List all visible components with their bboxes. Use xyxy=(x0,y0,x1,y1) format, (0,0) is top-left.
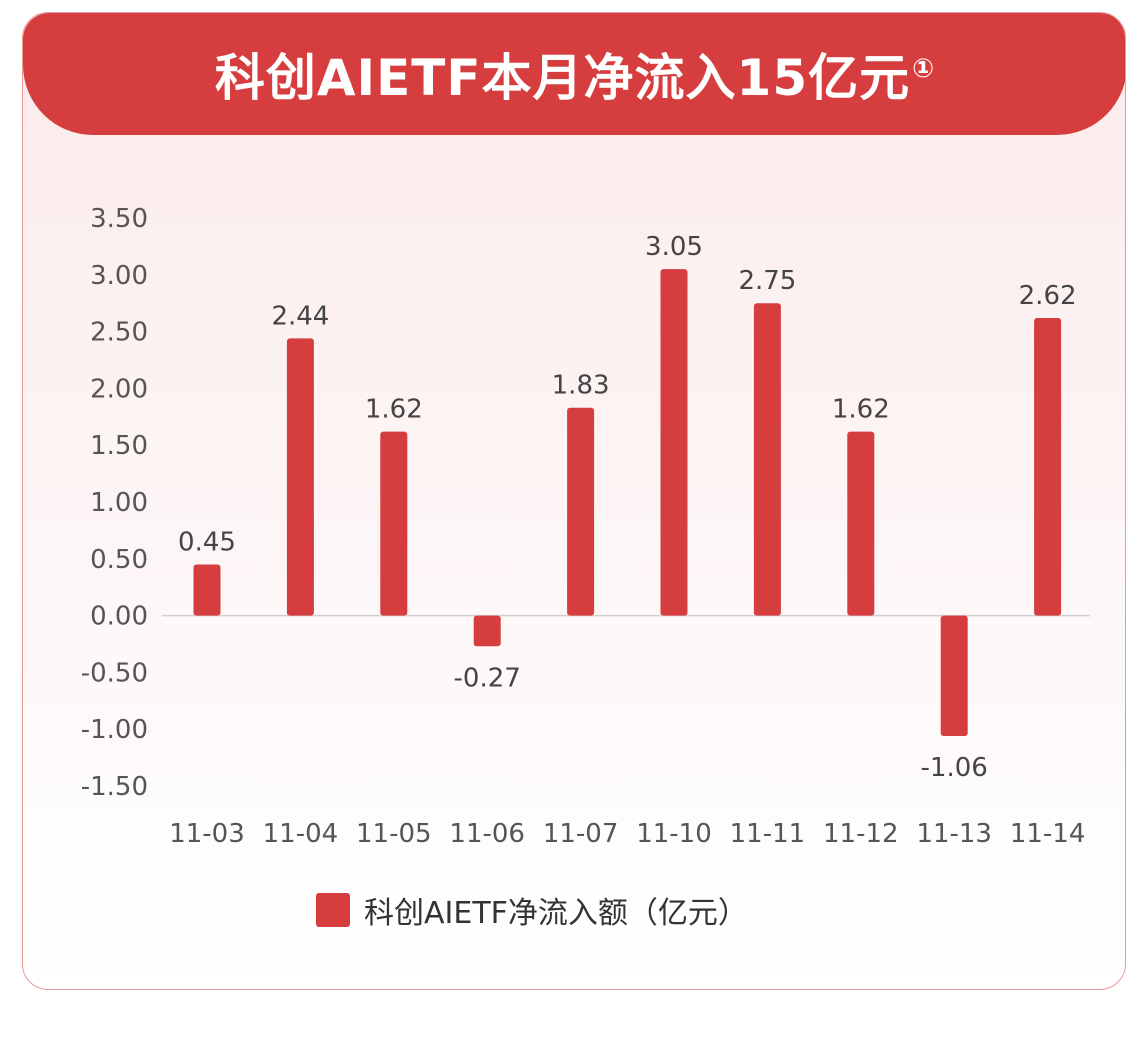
data-labels: 0.45 2.44 1.62 -0.27 1.83 3.05 2.75 1.62 -1.06 2.… xyxy=(178,232,1076,783)
x-tick-label: 11-11 xyxy=(730,819,806,849)
bar-value-label: -1.06 xyxy=(921,753,988,783)
bar-value-label: 2.75 xyxy=(738,266,796,296)
title-banner: 科创AIETF本月净流入15亿元① xyxy=(23,13,1125,135)
footnote-mark: ① xyxy=(912,54,936,85)
y-tick-label: 1.50 xyxy=(90,431,148,461)
bar-value-label: -0.27 xyxy=(454,663,521,693)
y-tick-label: -1.00 xyxy=(81,715,148,745)
bar xyxy=(940,615,968,737)
x-tick-label: 11-14 xyxy=(1010,819,1086,849)
legend-swatch xyxy=(316,893,350,927)
bar xyxy=(193,564,221,616)
page-title: 科创AIETF本月净流入15亿元① xyxy=(214,49,936,107)
bar xyxy=(286,338,314,616)
y-tick-label: 2.50 xyxy=(90,318,148,348)
bar-value-label: 1.62 xyxy=(832,395,890,425)
x-tick-label: 11-12 xyxy=(823,819,899,849)
legend-label: 科创AIETF净流入额（亿元） xyxy=(364,896,748,931)
x-tick-label: 11-13 xyxy=(916,819,992,849)
bar xyxy=(660,269,688,616)
bar-value-label: 1.83 xyxy=(552,371,610,401)
bar-value-label: 0.45 xyxy=(178,527,236,557)
y-tick-label: -0.50 xyxy=(81,658,148,688)
y-axis: 3.50 3.00 2.50 2.00 1.50 1.00 0.50 0.00 -0.50 -1.… xyxy=(81,204,148,802)
x-tick-label: 11-05 xyxy=(356,819,432,849)
bar xyxy=(380,431,408,616)
chart-card: 科创AIETF本月净流入15亿元① xyxy=(22,12,1126,990)
x-tick-label: 11-04 xyxy=(263,819,339,849)
bar-series xyxy=(193,269,1062,737)
bar-value-label: 1.62 xyxy=(365,395,423,425)
bar xyxy=(847,431,875,616)
bar xyxy=(567,407,595,616)
y-tick-label: 3.00 xyxy=(90,261,148,291)
y-tick-label: -1.50 xyxy=(81,772,148,802)
bar xyxy=(1034,317,1062,616)
bar-value-label: 2.62 xyxy=(1019,281,1077,311)
y-tick-label: 2.00 xyxy=(90,374,148,404)
legend: 科创AIETF净流入额（亿元） xyxy=(316,888,748,932)
y-tick-label: 0.00 xyxy=(90,602,148,632)
bar-value-label: 2.44 xyxy=(271,301,329,331)
x-tick-label: 11-06 xyxy=(449,819,525,849)
bar xyxy=(753,303,781,616)
x-axis: 11-03 11-04 11-05 11-06 11-07 11-10 11-11 11-12… xyxy=(169,819,1085,849)
y-tick-label: 3.50 xyxy=(90,204,148,234)
x-tick-label: 11-10 xyxy=(636,819,712,849)
x-tick-label: 11-03 xyxy=(169,819,245,849)
bar-value-label: 3.05 xyxy=(645,232,703,262)
bar xyxy=(473,615,501,647)
y-tick-label: 0.50 xyxy=(90,545,148,575)
y-tick-label: 1.00 xyxy=(90,488,148,518)
x-tick-label: 11-07 xyxy=(543,819,619,849)
